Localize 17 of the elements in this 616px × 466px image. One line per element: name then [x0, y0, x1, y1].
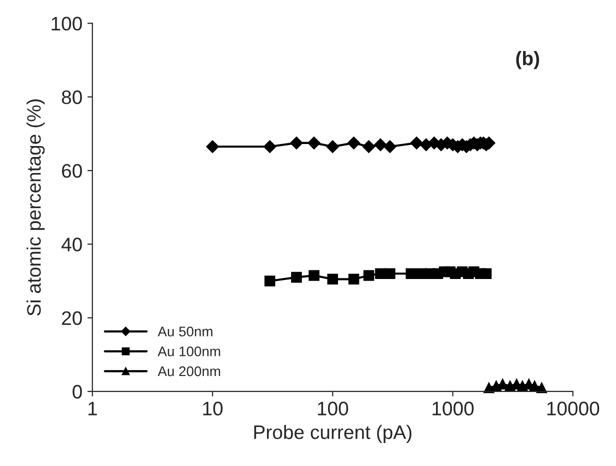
y-tick-label: 40 [62, 238, 82, 252]
x-tick-label: 10 [203, 402, 223, 416]
annotation: (b) [516, 51, 540, 70]
x-tick-label: 100 [318, 402, 348, 416]
legend-label: Au 200nm [158, 366, 220, 376]
y-tick-label: 100 [52, 16, 82, 31]
x-tick-label: 1 [88, 402, 97, 416]
y-axis-title: Si atomic percentage (%) [26, 99, 45, 316]
legend-label: Au 100nm [158, 346, 220, 356]
x-tick-label: 10000 [547, 402, 600, 416]
y-tick-label: 80 [62, 90, 82, 104]
x-axis-title: Probe current (pA) [254, 424, 412, 443]
y-tick-label: 0 [72, 384, 82, 399]
y-tick-label: 20 [62, 311, 82, 326]
y-tick-label: 60 [62, 164, 82, 178]
x-tick-label: 1000 [432, 402, 474, 416]
legend-label: Au 50nm [158, 326, 212, 336]
